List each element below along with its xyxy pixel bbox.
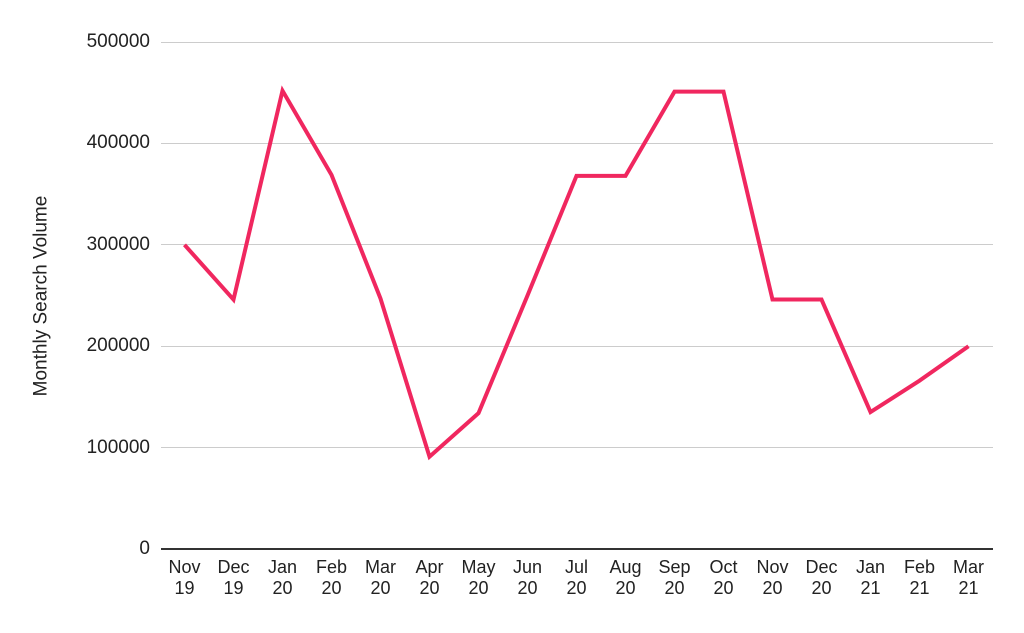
y-tick-label: 200000: [86, 335, 150, 357]
x-tick-label: Mar 21: [953, 557, 984, 598]
y-tick-label: 300000: [86, 233, 150, 255]
x-tick-label: Nov 19: [168, 557, 201, 598]
x-tick-label: Jan 20: [267, 557, 298, 598]
y-tick-label: 0: [139, 538, 150, 559]
x-tick-label: Jan 21: [855, 557, 886, 598]
y-axis-tick-labels: 0 100000 200000 300000 400000 500000: [0, 32, 150, 559]
series-svg: [183, 85, 970, 461]
plot-area: [160, 41, 993, 550]
gridline: [161, 345, 993, 347]
gridline: [161, 244, 993, 246]
x-tick-label: Dec 19: [217, 557, 250, 598]
x-tick-label: Oct 20: [709, 557, 738, 598]
x-tick-label: Jun 20: [512, 557, 543, 598]
x-tick-label: Feb 20: [315, 557, 348, 598]
x-tick-label: Feb 21: [903, 557, 936, 598]
y-tick-label: 100000: [86, 436, 150, 458]
x-tick-label: Jul 20: [564, 557, 588, 598]
x-axis-tick-labels: Nov 19 Dec 19 Jan 20 Feb 20 Mar 20 Apr 20 May 20 Jun 20…: [160, 557, 993, 603]
y-tick-label: 400000: [86, 132, 150, 154]
gridline: [161, 41, 993, 43]
series-line: [183, 85, 970, 461]
x-tick-label: Sep 20: [658, 557, 691, 598]
x-tick-label: Mar 20: [365, 557, 396, 598]
gridline: [161, 142, 993, 144]
x-tick-label: Dec 20: [805, 557, 838, 598]
x-tick-label: Apr 20: [415, 557, 444, 598]
x-axis-baseline: [161, 547, 993, 550]
x-tick-label: Nov 20: [756, 557, 789, 598]
x-tick-label: Aug 20: [609, 557, 642, 598]
gridline: [161, 447, 993, 449]
y-tick-label: 500000: [86, 31, 150, 52]
x-tick-label: May 20: [461, 557, 496, 598]
